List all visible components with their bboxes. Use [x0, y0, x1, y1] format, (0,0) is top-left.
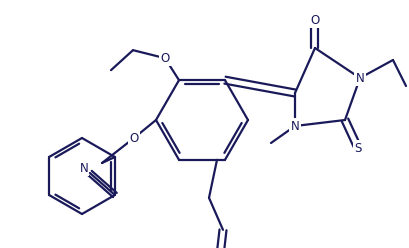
Text: S: S: [353, 142, 361, 155]
Text: N: N: [290, 120, 299, 132]
Text: N: N: [79, 161, 88, 175]
Text: O: O: [310, 13, 319, 27]
Text: O: O: [129, 131, 138, 145]
Text: N: N: [355, 71, 364, 85]
Text: O: O: [160, 52, 169, 65]
